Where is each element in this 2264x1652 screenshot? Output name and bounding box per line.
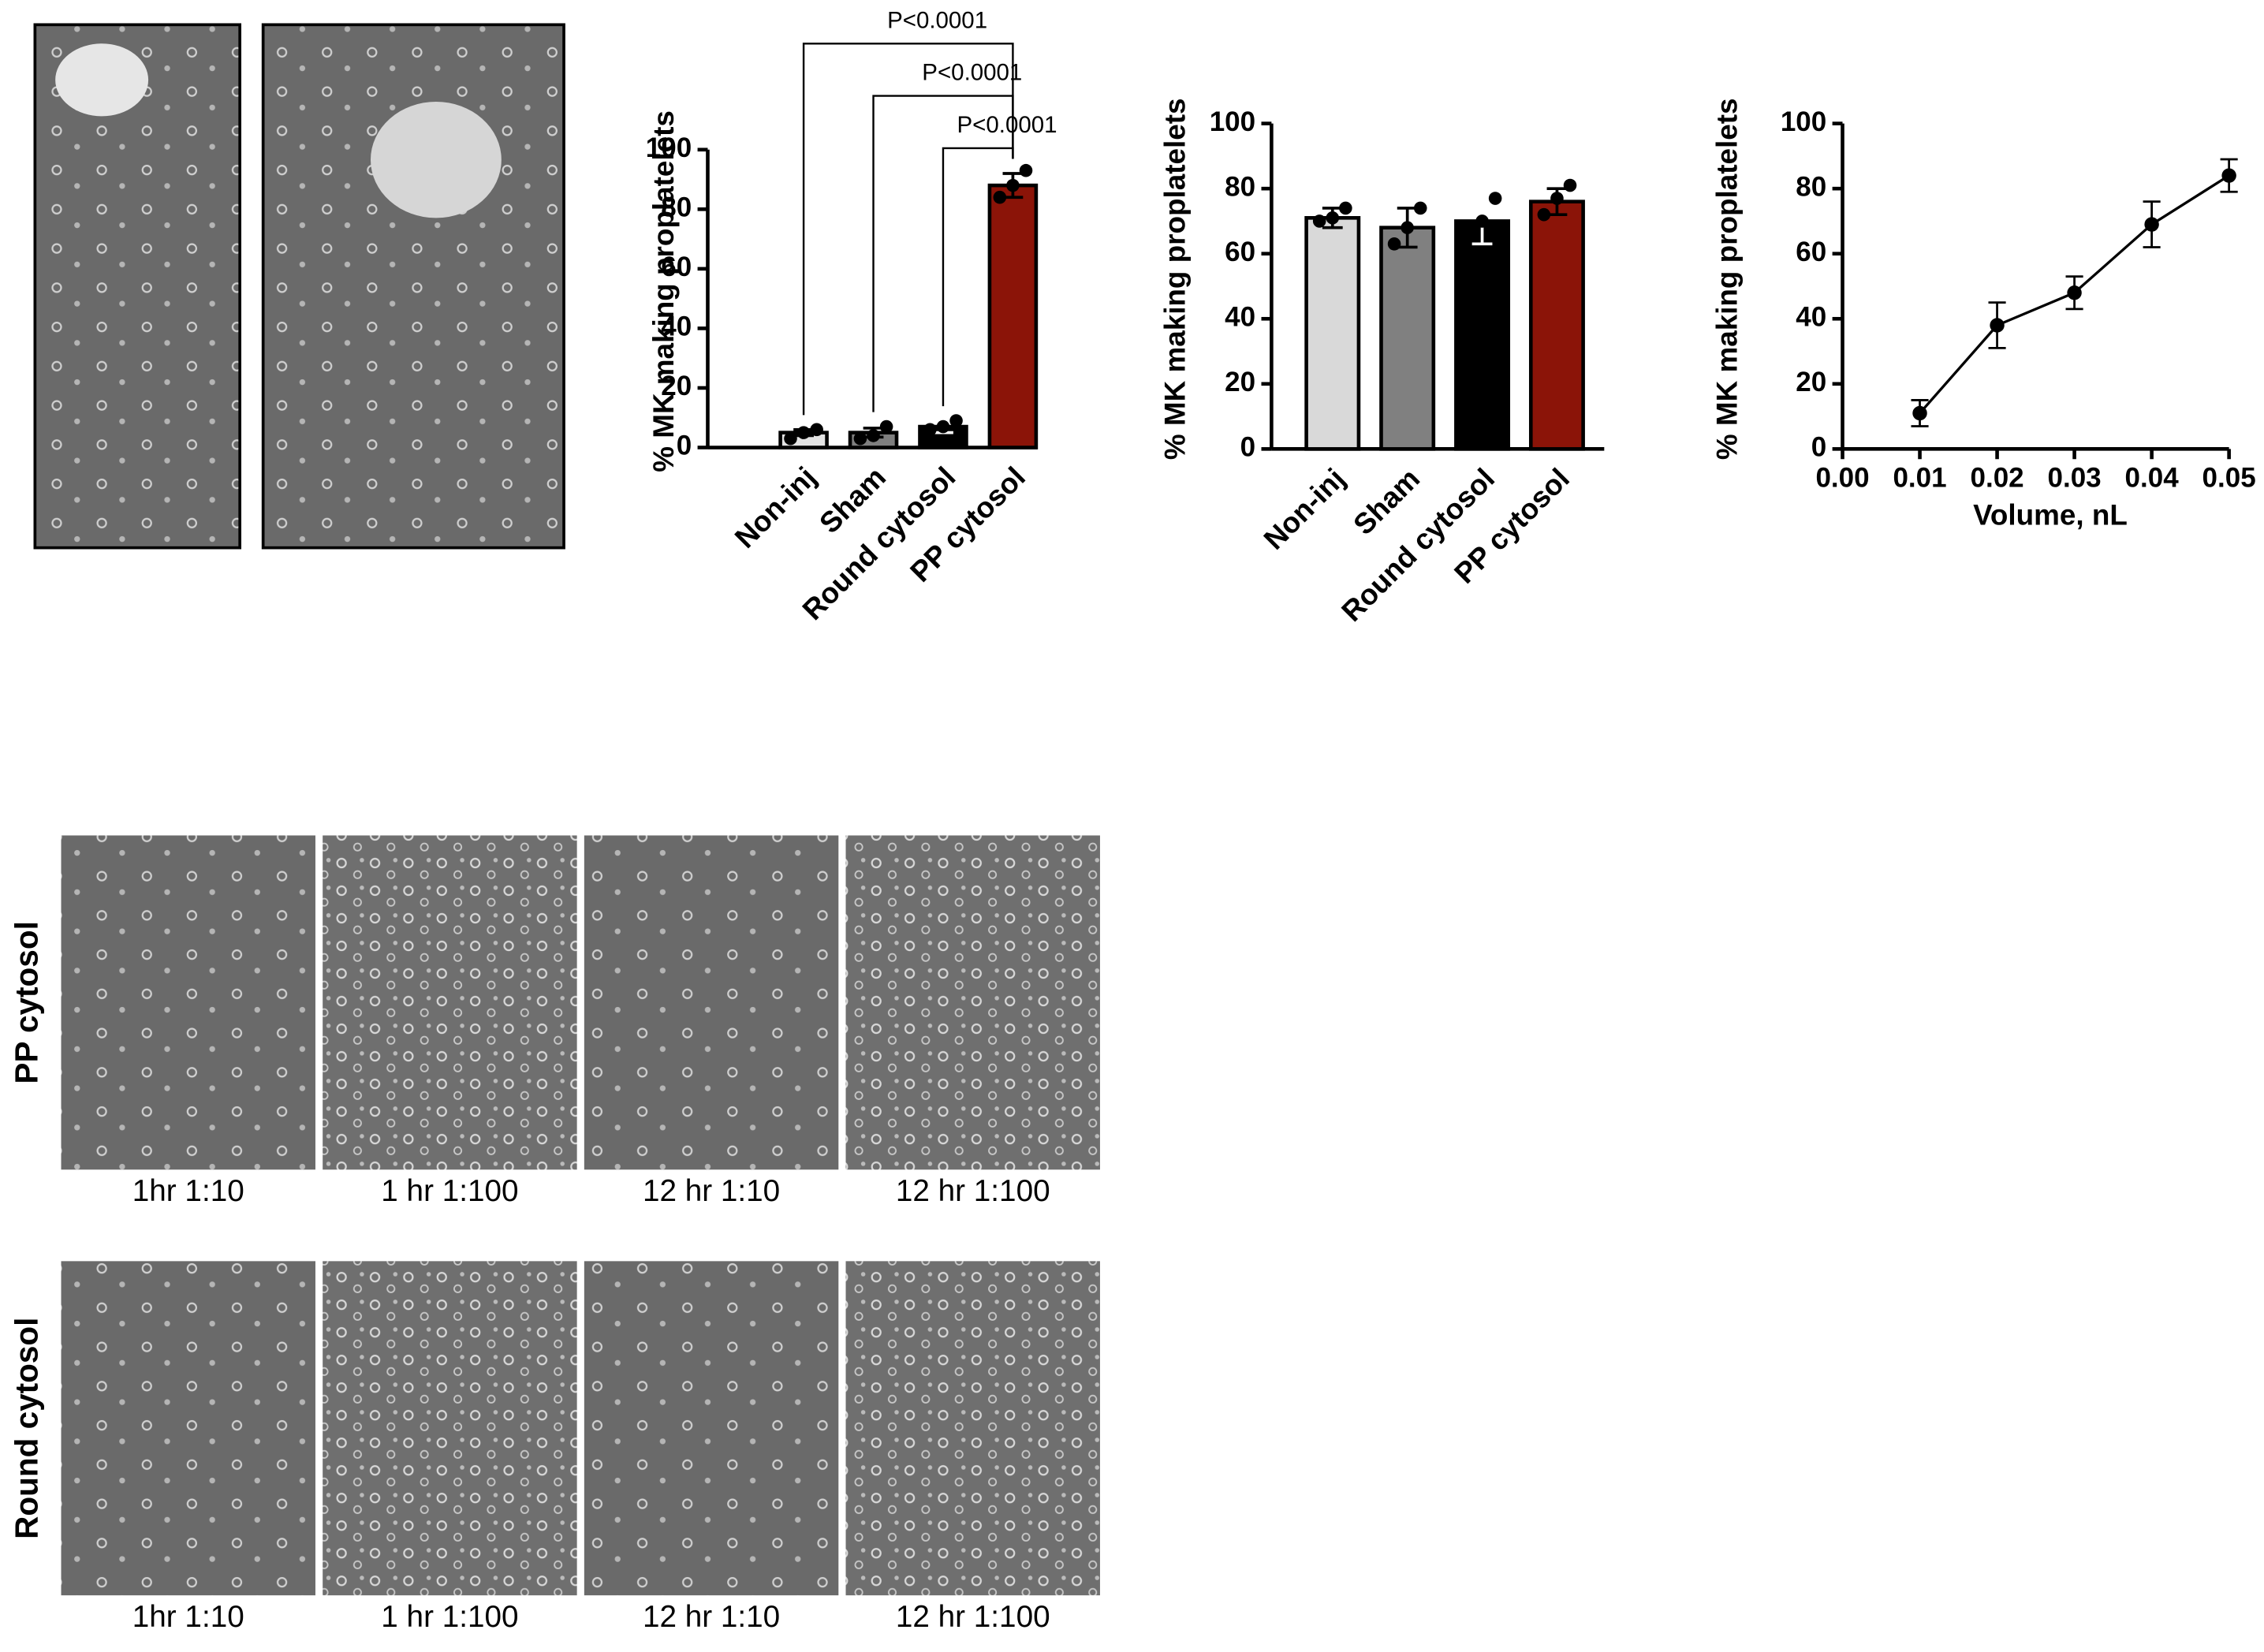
data-point [923, 423, 937, 437]
data-point [1387, 237, 1401, 251]
y-tick-label: 0 [1240, 432, 1255, 463]
y-tick-label: 60 [661, 252, 692, 282]
x-axis-label: Volume, nL [1973, 499, 2128, 531]
y-tick-label: 60 [1225, 237, 1255, 267]
x-tick-label: 0.04 [2125, 462, 2180, 493]
micrograph [33, 23, 242, 550]
y-tick-label: 100 [646, 132, 692, 163]
micrograph [323, 835, 577, 1170]
data-point [1326, 211, 1340, 225]
data-point [810, 423, 823, 437]
y-tick-label: 100 [1781, 106, 1826, 137]
data-point [784, 431, 797, 446]
data-point [1912, 405, 1927, 421]
data-point [1413, 201, 1427, 215]
x-tick-label: 0.01 [1893, 462, 1946, 493]
data-point [2067, 285, 2082, 300]
comparison-bracket [872, 95, 1014, 412]
x-tick-label: 0.00 [1815, 462, 1869, 493]
cell [370, 101, 502, 218]
data-point [936, 420, 950, 434]
caption: 12 hr 1:10 [643, 1600, 780, 1634]
data-point [796, 426, 811, 439]
y-tick-label: 40 [1225, 302, 1255, 333]
p-value: P<0.0001 [887, 7, 987, 33]
comparison-bracket [802, 43, 1014, 416]
data-point [2221, 168, 2236, 183]
y-tick-label: 60 [1796, 237, 1826, 267]
micrograph [61, 835, 315, 1170]
data-point [949, 414, 963, 427]
y-axis-label: % MK making proplatelets [1158, 98, 1191, 460]
x-tick-label: 0.02 [1971, 462, 2024, 493]
data-point [1462, 224, 1476, 238]
caption: 1 hr 1:100 [381, 1174, 518, 1208]
x-tick-label: 0.03 [2048, 462, 2102, 493]
caption: 12 hr 1:100 [896, 1600, 1050, 1634]
y-tick-label: 80 [661, 192, 692, 223]
micrograph [845, 835, 1100, 1170]
data-point [853, 431, 867, 446]
y-tick-label: 40 [661, 311, 692, 342]
p-value: P<0.0001 [922, 60, 1022, 86]
x-tick-label: 0.05 [2202, 462, 2256, 493]
y-tick-label: 0 [1811, 432, 1826, 463]
micrograph [261, 23, 565, 550]
data-point [1488, 192, 1502, 205]
data-point [1550, 192, 1564, 205]
data-point [2144, 217, 2159, 232]
y-axis-label: % MK making proplatelets [1711, 98, 1744, 460]
data-point [1537, 207, 1551, 222]
micrograph [584, 835, 839, 1170]
caption: 12 hr 1:10 [643, 1174, 780, 1208]
data-point [1563, 178, 1577, 192]
comparison-bracket [942, 147, 1014, 407]
caption: 12 hr 1:100 [896, 1174, 1050, 1208]
x-tick-label: Non-inj [1258, 462, 1352, 556]
data-point [1401, 221, 1414, 234]
bar [987, 183, 1039, 449]
cell [55, 43, 149, 117]
y-tick-label: 20 [1225, 367, 1255, 397]
y-tick-label: 20 [1796, 367, 1826, 397]
bar [1379, 226, 1436, 451]
data-point [879, 420, 893, 434]
data-point [993, 190, 1007, 204]
bar [1528, 200, 1585, 451]
row-label: PP cytosol [9, 921, 45, 1083]
y-tick-label: 0 [677, 431, 692, 461]
micrograph [61, 1261, 315, 1596]
y-tick-label: 20 [661, 371, 692, 401]
y-tick-label: 80 [1225, 171, 1255, 202]
y-axis-label: % MK making proplatelets [647, 110, 680, 472]
y-tick-label: 80 [1796, 171, 1826, 202]
p-value: P<0.0001 [957, 112, 1057, 138]
bar [1454, 219, 1511, 451]
micrograph [323, 1261, 577, 1596]
caption: 1hr 1:10 [132, 1174, 244, 1208]
data-point [1312, 214, 1326, 228]
row-label: Round cytosol [9, 1318, 45, 1539]
micrograph-grid: PP cytosol 1hr 1:10 1 hr 1:100 12 hr 1:10 12… [9, 835, 1100, 1634]
data-point [1990, 318, 2005, 333]
data-point [1019, 163, 1033, 177]
y-tick-label: 40 [1796, 302, 1826, 333]
y-tick-label: 100 [1210, 106, 1255, 137]
data-point [1475, 214, 1489, 228]
caption: 1hr 1:10 [132, 1600, 244, 1634]
micrograph [845, 1261, 1100, 1596]
data-point [1006, 178, 1020, 192]
bar [1304, 216, 1361, 451]
micrograph [584, 1261, 839, 1596]
data-point [867, 429, 880, 442]
data-point [1339, 201, 1352, 215]
x-tick-label: Non-inj [729, 461, 822, 554]
caption: 1 hr 1:100 [381, 1600, 518, 1634]
